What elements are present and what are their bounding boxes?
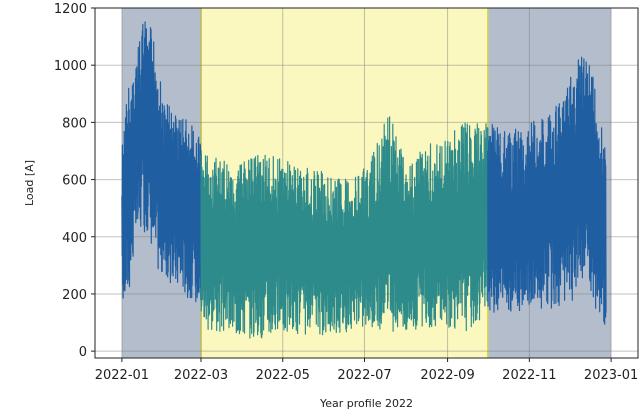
axis-ticks: 2022-01 2022-03 2022-05 2022-07 2022-09 2022-… <box>54 2 638 383</box>
y-tick-label: 400 <box>62 231 87 246</box>
series-line-1 <box>200 116 489 339</box>
series-line-0 <box>121 21 202 303</box>
x-axis-label: Year profile 2022 <box>319 397 413 410</box>
series-layer <box>121 21 607 339</box>
y-tick-label: 800 <box>62 116 87 131</box>
y-tick-label: 1200 <box>54 2 87 17</box>
x-tick-label: 2022-07 <box>337 368 391 383</box>
y-axis-label: Load [A] <box>23 160 36 206</box>
plot-frame <box>94 7 639 359</box>
y-tick-label: 1000 <box>54 59 87 74</box>
x-tick-label: 2022-11 <box>502 368 556 383</box>
x-tick-label: 2022-01 <box>95 368 149 383</box>
y-tick-label: 600 <box>62 174 87 189</box>
x-tick-label: 2022-03 <box>174 368 228 383</box>
x-tick-label: 2023-01 <box>584 368 638 383</box>
x-tick-label: 2022-05 <box>256 368 310 383</box>
y-tick-label: 200 <box>62 288 87 303</box>
series-line-2 <box>487 56 607 325</box>
x-tick-label: 2022-09 <box>420 368 474 383</box>
y-tick-label: 0 <box>79 345 87 360</box>
